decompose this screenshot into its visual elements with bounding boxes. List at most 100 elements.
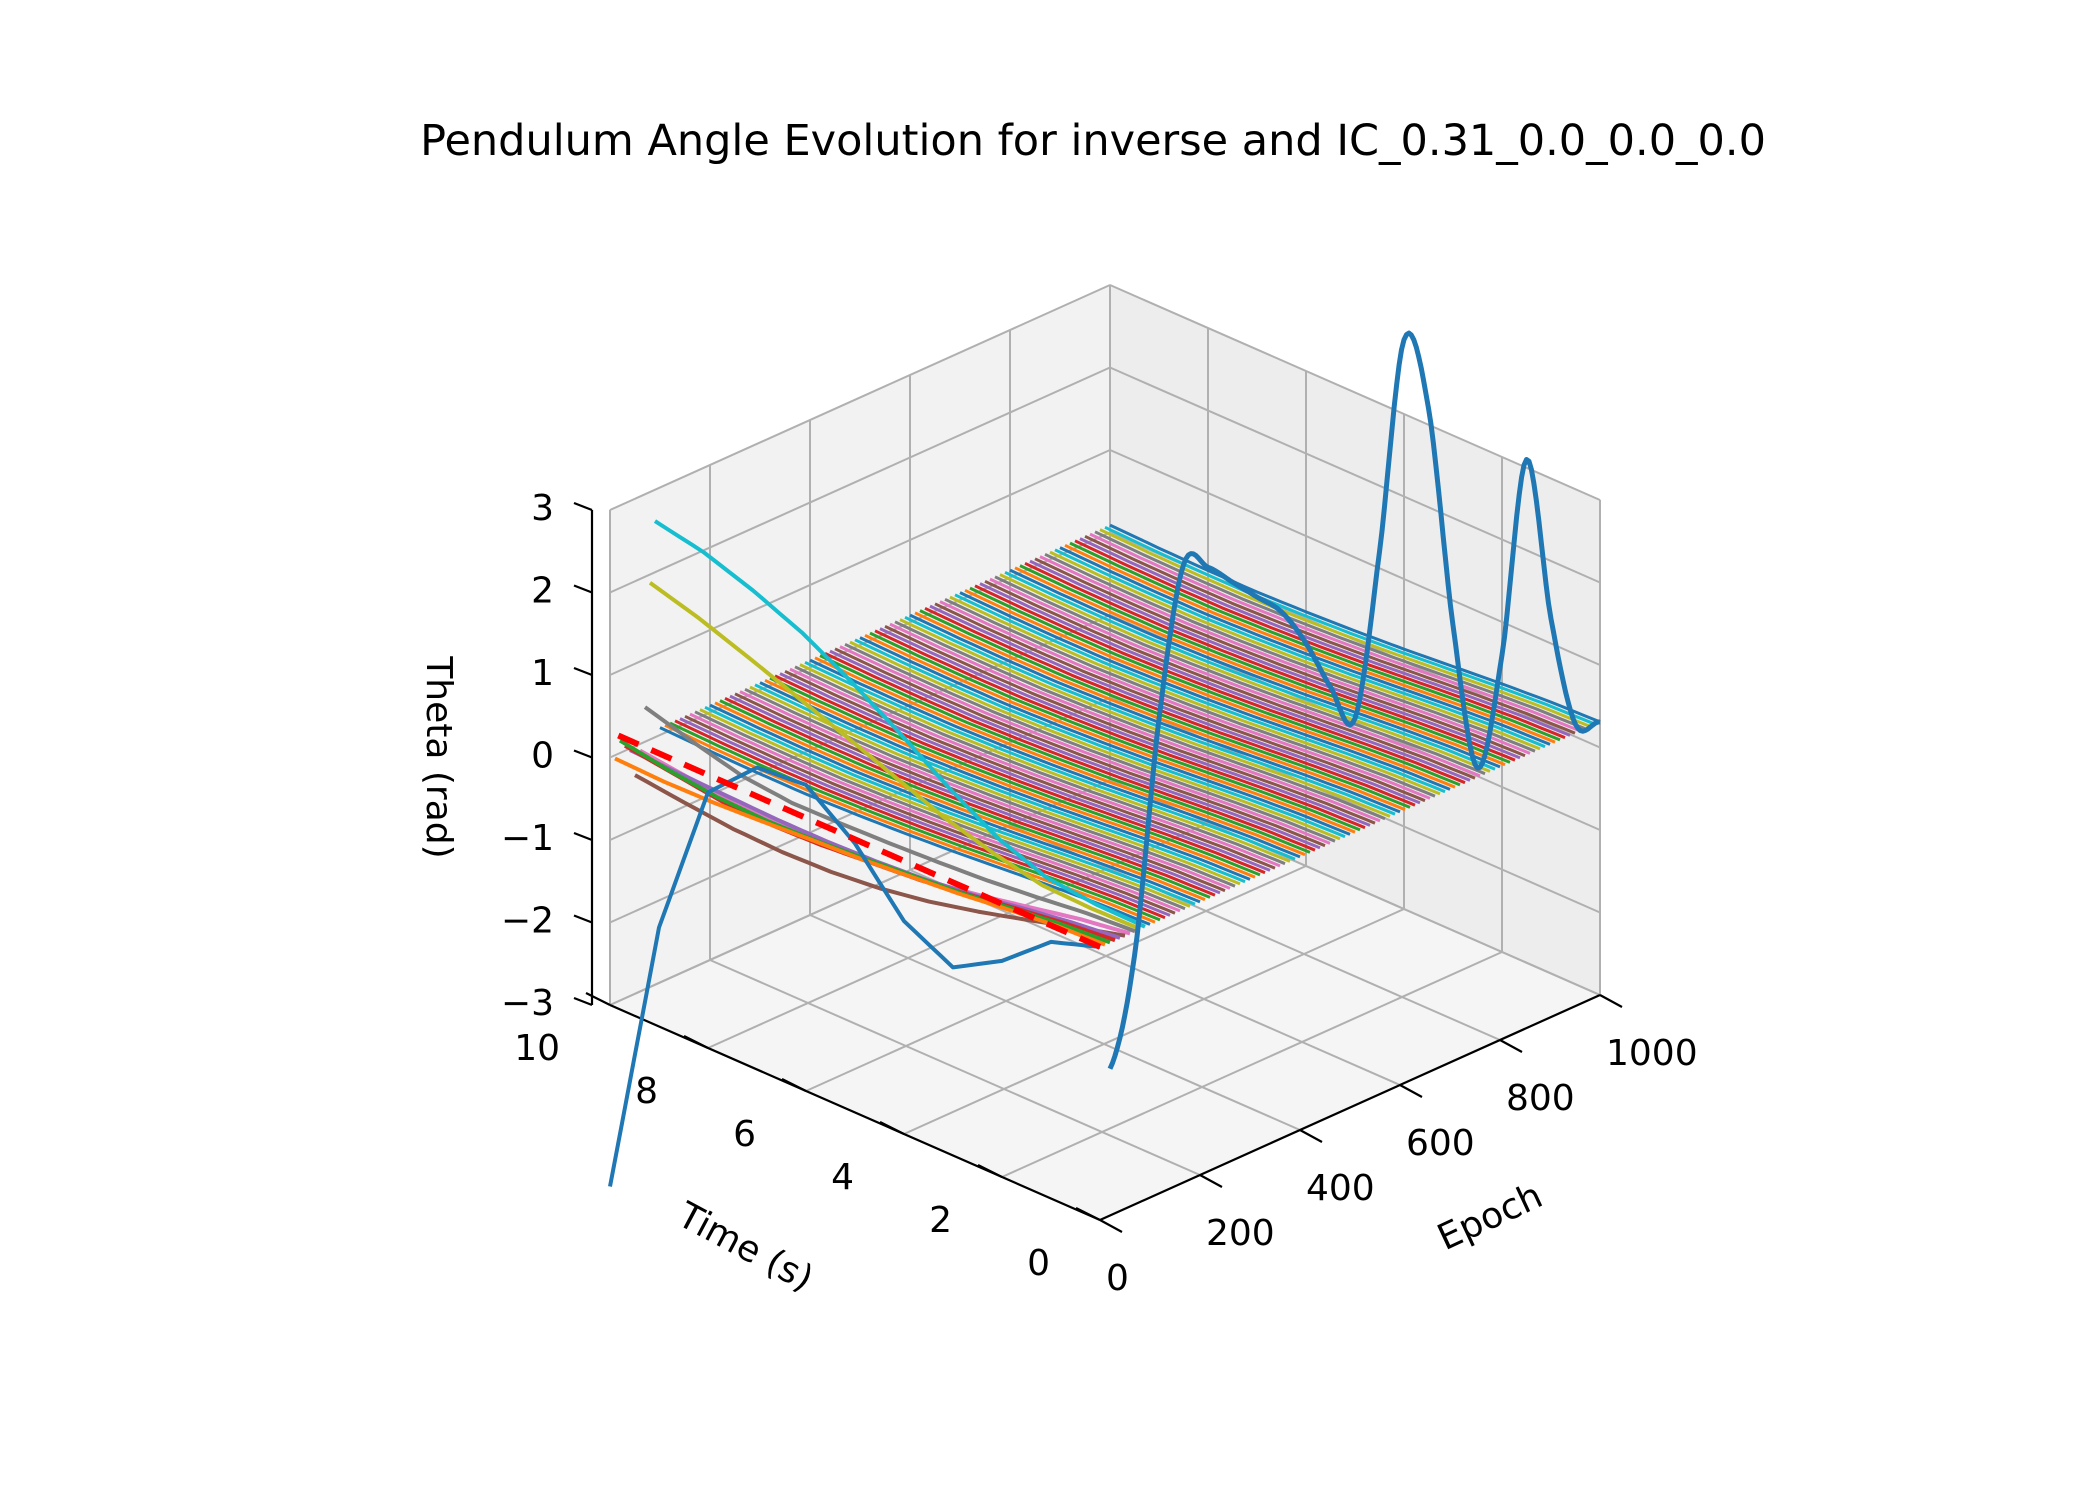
band-series-line [744,687,1236,888]
band-series-line [834,647,1326,848]
early-series-line [648,581,1141,931]
band-series-line [919,609,1411,809]
band-series-line [849,640,1341,841]
band-series-line [994,575,1486,776]
band-series-line [709,703,1201,904]
z-tick-label: −3 [501,983,554,1024]
y-tick [1599,994,1623,1008]
z-tick [573,501,593,512]
band-series-line [1059,546,1551,746]
grid-line-floor-time [903,908,1405,1135]
band-series-line [1079,537,1571,737]
band-series-line [949,595,1441,796]
band-series-line [1069,541,1561,742]
band-series-line [784,669,1276,870]
z-tick-label: −2 [501,901,554,942]
band-series-line [899,618,1391,818]
band-series-line [869,631,1361,832]
band-series-line [944,597,1436,798]
band-series-line [694,710,1186,911]
band-series-line [684,714,1176,915]
x-tick [585,992,611,1006]
band-series-line [989,577,1481,778]
band-series-line [979,582,1471,782]
z-tick-label: 2 [531,571,554,612]
band-series-line [864,633,1356,834]
grid-line-left-theta [609,449,1111,676]
x-tick-label: 4 [831,1157,854,1198]
band-series-line [1109,523,1601,724]
axes: 0 2 4 6 8 10 0 200 400 600 800 1000 −3 −2 −1 0 1 2 3 [501,488,1698,1299]
band-series-line [679,717,1171,917]
x-tick [879,1121,905,1135]
early-series-line [643,705,1136,934]
x-tick [781,1078,807,1092]
highlighted-series-line [1107,330,1601,1070]
band-series-line [1024,561,1516,762]
band-series-line [814,656,1306,857]
band-series-line [954,593,1446,794]
band-series-line [999,573,1491,773]
x-tick [683,1035,709,1049]
band-series-line [674,719,1166,920]
x-tick-label: 0 [1027,1243,1050,1284]
grid-line-right-theta [1109,449,1601,666]
y-tick [1299,1129,1323,1143]
y-axis-label: Epoch [1432,1175,1549,1259]
z-axis-label: Theta (rad) [418,655,459,858]
z-tick [573,996,593,1007]
grid-line-floor-time [1001,951,1503,1178]
band-series-line [984,579,1476,780]
band-series-line [859,636,1351,836]
band-series-line [794,665,1286,866]
z-tick-label: 1 [531,653,554,694]
x-tick-label: 8 [635,1071,658,1112]
band-series-line [774,674,1266,875]
x-axis-label: Time (s) [670,1194,819,1299]
band-series-line [809,658,1301,859]
band-series-line [769,676,1261,877]
grid-line-floor-epoch [809,914,1301,1131]
grid-line-floor-time [805,865,1307,1092]
grid-line-floor-epoch [709,959,1201,1176]
band-series-line [844,642,1336,843]
x-tick-label: 6 [733,1114,756,1155]
chart-title: Pendulum Angle Evolution for inverse and… [420,116,1766,166]
band-series-line [1044,552,1536,753]
band-series-line [779,672,1271,872]
band-series-line [854,638,1346,839]
early-series-line [608,765,1101,1187]
band-series-line [929,604,1421,805]
y-tick-label: 1000 [1606,1033,1698,1074]
z-tick-label: −1 [501,818,554,859]
z-tick [573,749,593,759]
band-series-line [894,620,1386,821]
band-series-line [1104,525,1596,726]
band-series-line [789,667,1281,868]
reference-series-line [608,729,1102,950]
x-tick-label: 10 [514,1028,560,1069]
band-series-line [1014,566,1506,767]
band-series-line [1019,564,1511,764]
y-tick-label: 200 [1206,1213,1275,1254]
x-tick [977,1164,1003,1178]
band-series-line [964,588,1456,789]
band-series-line [939,600,1431,800]
band-series-line [1004,570,1496,771]
band-series-line [904,615,1396,816]
y-tick [1499,1039,1523,1053]
band-series-line [714,701,1206,902]
band-series-line [1049,550,1541,751]
band-series-line [879,627,1371,827]
band-series-line [804,660,1296,861]
band-series-line [1034,557,1526,758]
band-series-line [659,726,1151,926]
y-tick [1199,1174,1223,1188]
y-tick [1399,1084,1423,1098]
grid-line-left-theta [609,284,1111,511]
band-series-line [884,624,1376,825]
band-series-line [1029,559,1521,760]
band-series-line [889,622,1381,823]
z-tick-label: 3 [531,488,554,529]
